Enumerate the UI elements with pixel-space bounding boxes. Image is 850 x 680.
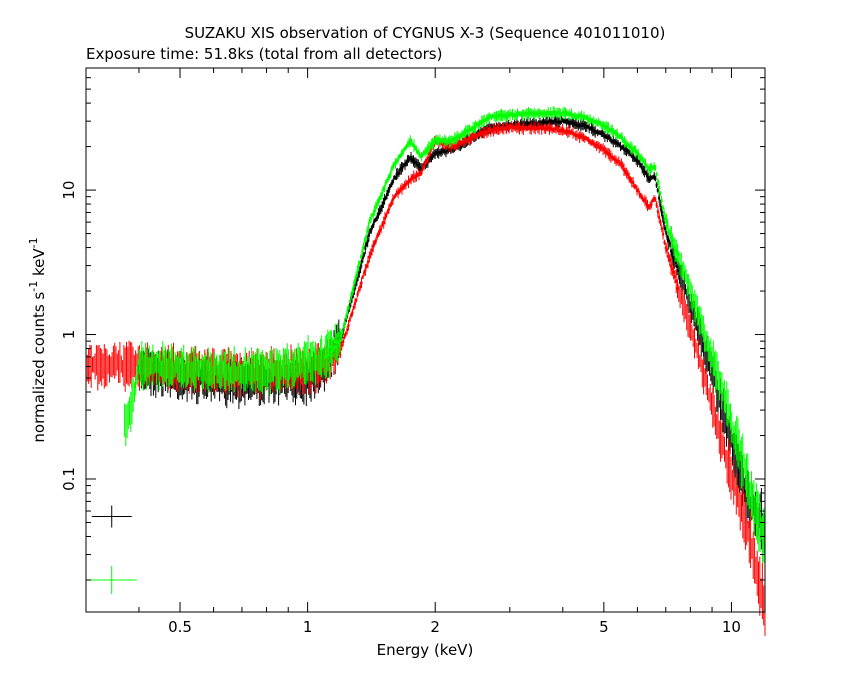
x-tick-label: 5 bbox=[599, 618, 609, 636]
x-axis-label: Energy (keV) bbox=[377, 641, 474, 659]
x-tick-label: 2 bbox=[430, 618, 440, 636]
corner-marker-layer bbox=[86, 505, 137, 594]
y-axis-label-exponent-1: -1 bbox=[27, 281, 40, 292]
corner-marker-1 bbox=[86, 565, 137, 594]
y-tick-label: 10 bbox=[60, 181, 78, 200]
axis-ticks bbox=[85, 67, 765, 612]
y-axis-label: normalized counts s-1 keV-1 bbox=[27, 237, 48, 442]
y-axis-label-unit: keV bbox=[30, 248, 48, 281]
corner-marker-0 bbox=[91, 505, 132, 528]
x-tick-label: 1 bbox=[303, 618, 313, 636]
x-tick-label: 0.5 bbox=[168, 618, 192, 636]
y-axis-label-main: normalized counts s bbox=[30, 292, 48, 443]
data-series-layer bbox=[85, 106, 766, 636]
series-2 bbox=[124, 106, 766, 571]
axis-tick-labels: 0.5 1 2 5 10 0.1 1 10 bbox=[60, 181, 741, 636]
y-tick-label: 1 bbox=[60, 330, 78, 340]
y-axis-label-exponent-2: -1 bbox=[27, 237, 40, 248]
x-tick-label: 10 bbox=[722, 618, 741, 636]
series-0 bbox=[138, 115, 766, 553]
chart-title: SUZAKU XIS observation of CYGNUS X-3 (Se… bbox=[185, 24, 666, 42]
chart-subtitle: Exposure time: 51.8ks (total from all de… bbox=[86, 45, 442, 63]
series-1 bbox=[85, 120, 766, 636]
plot-frame bbox=[85, 67, 766, 613]
y-tick-label: 0.1 bbox=[60, 467, 78, 491]
